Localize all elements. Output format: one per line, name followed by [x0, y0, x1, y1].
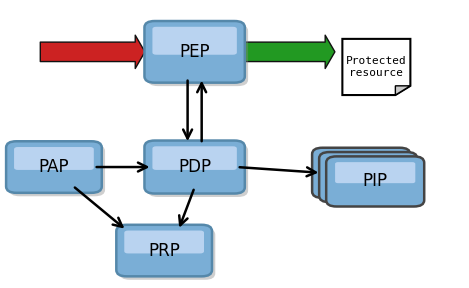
Text: PEP: PEP [179, 43, 210, 61]
Polygon shape [395, 86, 410, 95]
FancyBboxPatch shape [144, 21, 245, 83]
FancyBboxPatch shape [6, 141, 102, 193]
FancyBboxPatch shape [144, 141, 245, 194]
FancyBboxPatch shape [120, 228, 215, 280]
Text: PDP: PDP [178, 158, 211, 176]
FancyBboxPatch shape [335, 162, 416, 183]
Polygon shape [342, 39, 410, 95]
FancyBboxPatch shape [9, 145, 105, 196]
FancyBboxPatch shape [14, 147, 94, 170]
FancyBboxPatch shape [116, 225, 212, 276]
FancyBboxPatch shape [148, 24, 248, 86]
Text: Protected
resource: Protected resource [346, 56, 407, 78]
FancyBboxPatch shape [124, 230, 204, 253]
FancyBboxPatch shape [326, 156, 424, 206]
FancyBboxPatch shape [312, 148, 410, 198]
FancyBboxPatch shape [152, 146, 237, 170]
FancyBboxPatch shape [328, 158, 408, 179]
Text: PIP: PIP [363, 173, 388, 190]
Text: PAP: PAP [38, 158, 69, 176]
FancyBboxPatch shape [152, 27, 237, 55]
FancyBboxPatch shape [321, 154, 401, 175]
Text: PRP: PRP [148, 242, 180, 259]
FancyBboxPatch shape [148, 144, 248, 197]
FancyBboxPatch shape [319, 152, 417, 202]
